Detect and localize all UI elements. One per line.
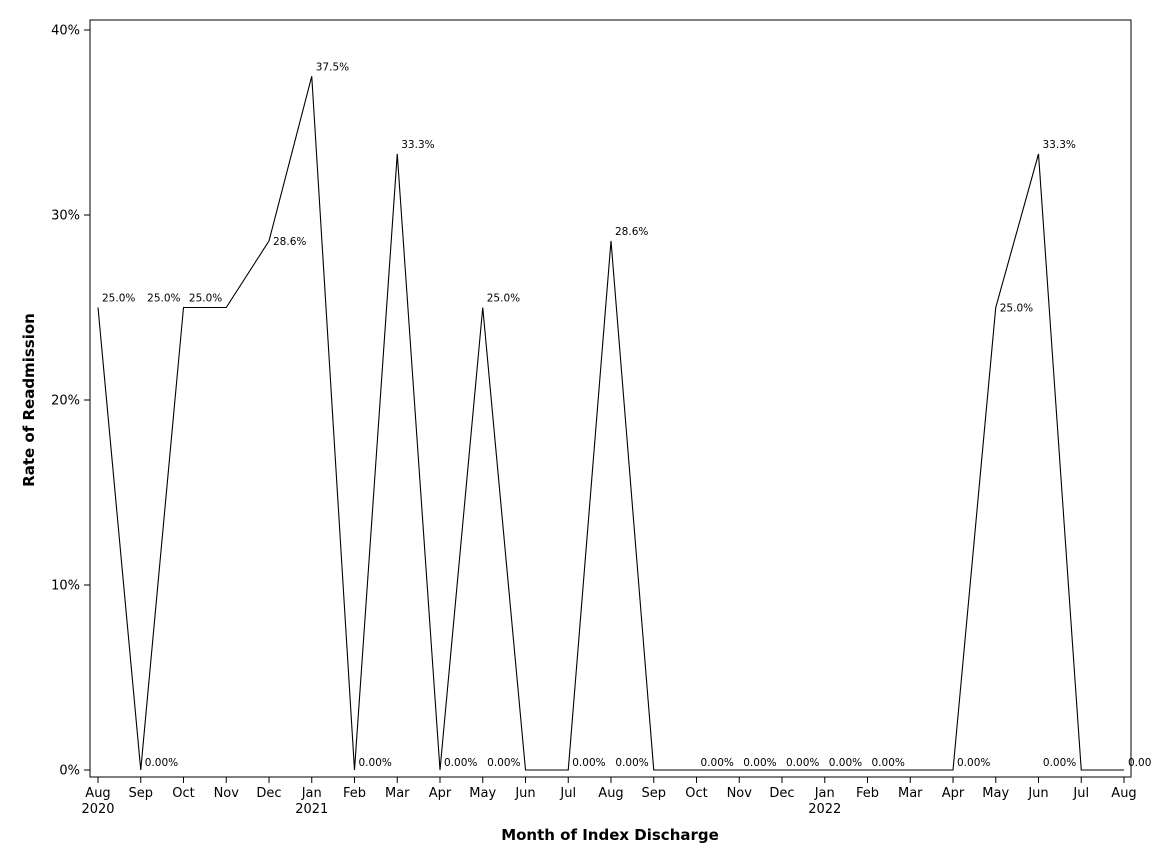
data-label: 33.3% xyxy=(401,139,434,151)
data-label: 37.5% xyxy=(316,61,349,73)
data-label: 25.0% xyxy=(189,293,222,305)
x-tick-label: Jul xyxy=(1072,786,1089,801)
x-axis-title: Month of Index Discharge xyxy=(501,826,719,844)
data-label: 0.00% xyxy=(1043,757,1076,769)
data-label: 0.00% xyxy=(786,757,819,769)
x-tick-label: Apr xyxy=(429,786,452,801)
y-tick-label: 30% xyxy=(51,209,80,224)
y-axis: 0% 10% 20% 30% 40% xyxy=(51,24,90,779)
x-tick-label: Nov xyxy=(214,786,240,801)
x-year-label: 2020 xyxy=(81,802,114,817)
x-tick-label: May xyxy=(469,786,496,801)
x-tick-label: May xyxy=(982,786,1009,801)
x-tick-label: Mar xyxy=(898,786,923,801)
x-tick-label: Aug xyxy=(85,786,110,801)
x-tick-label: Jun xyxy=(514,786,535,801)
data-label: 33.3% xyxy=(1043,139,1076,151)
x-tick-label: Dec xyxy=(256,786,281,801)
data-label: 0.00% xyxy=(487,757,520,769)
x-tick-label: Aug xyxy=(598,786,623,801)
data-label: 0.00% xyxy=(1128,757,1152,769)
data-label: 0.00% xyxy=(872,757,905,769)
data-label: 25.0% xyxy=(147,293,180,305)
x-tick-label: Feb xyxy=(343,786,366,801)
data-label: 28.6% xyxy=(615,226,648,238)
data-label: 0.00% xyxy=(743,757,776,769)
series-line xyxy=(97,76,1124,771)
x-tick-label: Jan xyxy=(301,786,322,801)
y-axis-title: Rate of Readmission xyxy=(20,313,38,487)
x-tick-label: Feb xyxy=(856,786,879,801)
data-label: 0.00% xyxy=(829,757,862,769)
data-label: 0.00% xyxy=(145,757,178,769)
x-tick-label: Jun xyxy=(1027,786,1048,801)
data-label: 25.0% xyxy=(102,293,135,305)
data-label: 25.0% xyxy=(1000,303,1033,315)
y-tick-label: 20% xyxy=(51,394,80,409)
data-label: 0.00% xyxy=(572,757,605,769)
x-tick-label: Oct xyxy=(685,786,707,801)
y-tick-label: 40% xyxy=(51,24,80,39)
plot-frame xyxy=(89,19,1132,778)
x-tick-label: Apr xyxy=(942,786,965,801)
data-label: 0.00% xyxy=(701,757,734,769)
x-tick-label: Nov xyxy=(727,786,753,801)
x-tick-label: Mar xyxy=(385,786,410,801)
y-tick-label: 0% xyxy=(59,764,80,779)
x-tick-label: Aug xyxy=(1111,786,1136,801)
data-label: 0.00% xyxy=(957,757,990,769)
data-label: 0.00% xyxy=(615,757,648,769)
data-label: 0.00% xyxy=(444,757,477,769)
x-tick-label: Dec xyxy=(769,786,794,801)
x-year-label: 2022 xyxy=(808,802,841,817)
x-tick-label: Sep xyxy=(641,786,666,801)
x-axis: Aug Sep Oct Nov Dec Jan Feb Mar Apr May Jun Jul Aug S… xyxy=(81,777,1137,817)
x-tick-label: Oct xyxy=(172,786,194,801)
data-label: 0.00% xyxy=(359,757,392,769)
x-tick-label: Jan xyxy=(814,786,835,801)
x-tick-label: Sep xyxy=(128,786,153,801)
y-tick-label: 10% xyxy=(51,579,80,594)
x-year-label: 2021 xyxy=(295,802,328,817)
data-label: 28.6% xyxy=(273,236,306,248)
data-labels: 25.0% 0.00% 25.0% 25.0% 28.6% 37.5% 0.00% 33.3%… xyxy=(102,61,1152,769)
data-label: 25.0% xyxy=(487,293,520,305)
x-tick-label: Jul xyxy=(559,786,576,801)
